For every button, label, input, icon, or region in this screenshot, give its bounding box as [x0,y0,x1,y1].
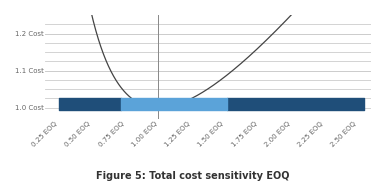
Text: Figure 5: Total cost sensitivity EOQ: Figure 5: Total cost sensitivity EOQ [96,171,290,181]
